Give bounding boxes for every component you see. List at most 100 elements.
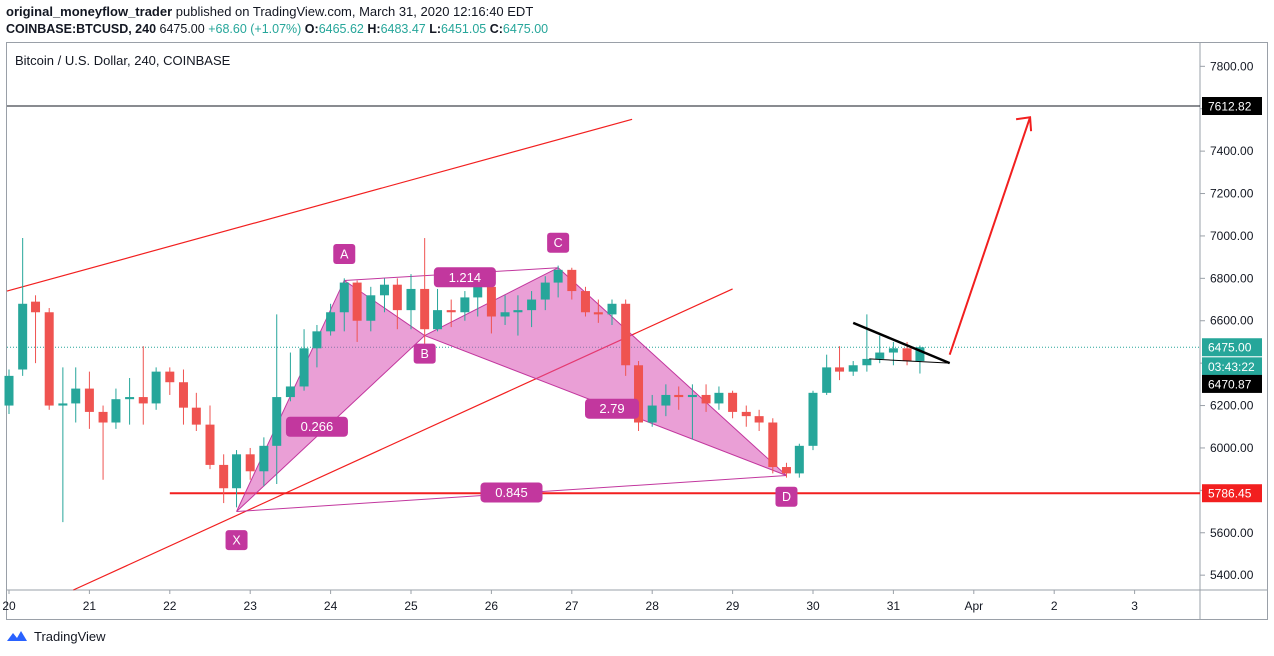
candle-body xyxy=(272,397,282,446)
candle-body xyxy=(191,407,201,425)
publish-date: published on TradingView.com, March 31, … xyxy=(175,4,534,19)
candle-body xyxy=(312,331,322,349)
ratio-label-text: 2.79 xyxy=(599,401,624,416)
low-label: L: xyxy=(429,22,442,36)
candle-body xyxy=(540,282,550,300)
y-tick-label: 6000.00 xyxy=(1210,441,1254,455)
price-tag: 03:43:22 xyxy=(1202,357,1262,376)
ratio-label: 0.266 xyxy=(285,416,348,437)
low-value: 6451.05 xyxy=(441,22,487,36)
candle-body xyxy=(915,347,925,362)
candle-body xyxy=(392,284,402,311)
y-tick-label: 5600.00 xyxy=(1210,526,1254,540)
price-tag-text: 6475.00 xyxy=(1208,341,1252,355)
ratio-label-bg xyxy=(285,416,348,437)
candle-body xyxy=(232,454,242,489)
point-b-label-bg xyxy=(413,343,436,364)
candle-body xyxy=(473,286,483,298)
candle-body xyxy=(687,394,697,398)
candle-body xyxy=(58,403,68,406)
x-tick-label: 21 xyxy=(83,599,97,613)
price-tag-bg xyxy=(1202,484,1262,503)
y-tick-label: 6600.00 xyxy=(1210,314,1254,328)
candle-body xyxy=(98,411,108,423)
point-c-label-bg xyxy=(547,232,570,253)
candle-body xyxy=(151,371,161,404)
close-value: 6475.00 xyxy=(502,22,549,36)
candle-body xyxy=(902,348,912,362)
ratio-label-text: 0.266 xyxy=(301,419,334,434)
candle-body xyxy=(420,288,430,330)
candle-body xyxy=(366,295,376,321)
point-a-label-text: A xyxy=(340,247,349,261)
x-tick-label: 23 xyxy=(244,599,258,613)
price-tag-text: 7612.82 xyxy=(1208,100,1252,114)
point-b-label-text: B xyxy=(420,347,428,361)
x-tick-label: 20 xyxy=(2,599,16,613)
ratio-label: 0.845 xyxy=(480,482,543,503)
y-tick-label: 6200.00 xyxy=(1210,399,1254,413)
x-tick-label: 28 xyxy=(646,599,660,613)
candle-body xyxy=(446,310,456,313)
candle-body xyxy=(433,310,443,330)
open-label: O: xyxy=(304,22,319,36)
candle-body xyxy=(794,445,804,474)
x-tick-label: 3 xyxy=(1131,599,1138,613)
point-x-label-bg xyxy=(225,530,248,551)
candle-body xyxy=(125,397,135,400)
candle-body xyxy=(486,286,496,317)
price-tag-bg xyxy=(1202,374,1262,393)
ratio-label-text: 0.845 xyxy=(495,485,528,500)
point-a-label-bg xyxy=(333,243,356,264)
ratio-label-text: 1.214 xyxy=(449,270,482,285)
candle-body xyxy=(741,411,751,417)
x-tick-label: 22 xyxy=(163,599,177,613)
x-tick-label: 25 xyxy=(404,599,418,613)
author-name[interactable]: original_moneyflow_trader xyxy=(6,4,173,19)
candle-body xyxy=(888,348,898,353)
candle-body xyxy=(674,394,684,398)
close-label: C: xyxy=(489,22,503,36)
y-tick-label: 7400.00 xyxy=(1210,144,1254,158)
y-tick-label: 7000.00 xyxy=(1210,229,1254,243)
candle-body xyxy=(379,284,389,296)
ratio-label: 2.79 xyxy=(585,398,639,419)
candle-body xyxy=(580,291,590,313)
point-x-label: X xyxy=(225,530,248,551)
publish-info: original_moneyflow_trader published on T… xyxy=(6,4,533,19)
candle-body xyxy=(259,445,269,472)
x-tick-label: 30 xyxy=(806,599,820,613)
candles-group xyxy=(4,238,925,523)
point-x-label-text: X xyxy=(232,534,241,548)
ohlc-line: COINBASE:BTCUSD, 240 6475.00 +68.60 (+1.… xyxy=(6,22,548,36)
candle-body xyxy=(219,464,229,489)
ratio-label: 1.214 xyxy=(433,267,496,288)
candle-body xyxy=(647,405,657,423)
point-d-label-text: D xyxy=(782,490,791,504)
pennant-lower-line xyxy=(869,358,950,364)
point-c-label: C xyxy=(547,232,570,253)
y-tick-label: 5400.00 xyxy=(1210,568,1254,582)
price-tag: 6470.87 xyxy=(1202,374,1262,393)
candle-body xyxy=(634,365,644,423)
x-tick-label: Apr xyxy=(964,599,983,613)
price-tag: 5786.45 xyxy=(1202,484,1262,503)
pennant-upper-line xyxy=(852,321,951,365)
point-b-label: B xyxy=(413,343,436,364)
brand-name: TradingView xyxy=(34,628,106,644)
candle-body xyxy=(513,310,523,313)
x-tick-label: 27 xyxy=(565,599,579,613)
candle-body xyxy=(822,367,832,393)
candle-body xyxy=(285,386,295,398)
candle-body xyxy=(754,416,764,423)
y-tick-label: 7200.00 xyxy=(1210,187,1254,201)
candle-body xyxy=(848,365,858,372)
candle-body xyxy=(781,467,791,474)
projection-arrow-head xyxy=(1015,116,1033,132)
candle-body xyxy=(111,399,121,423)
candle-body xyxy=(621,303,631,366)
ratio-label-bg xyxy=(480,482,543,503)
candle-body xyxy=(768,422,778,468)
candle-body xyxy=(714,392,724,404)
